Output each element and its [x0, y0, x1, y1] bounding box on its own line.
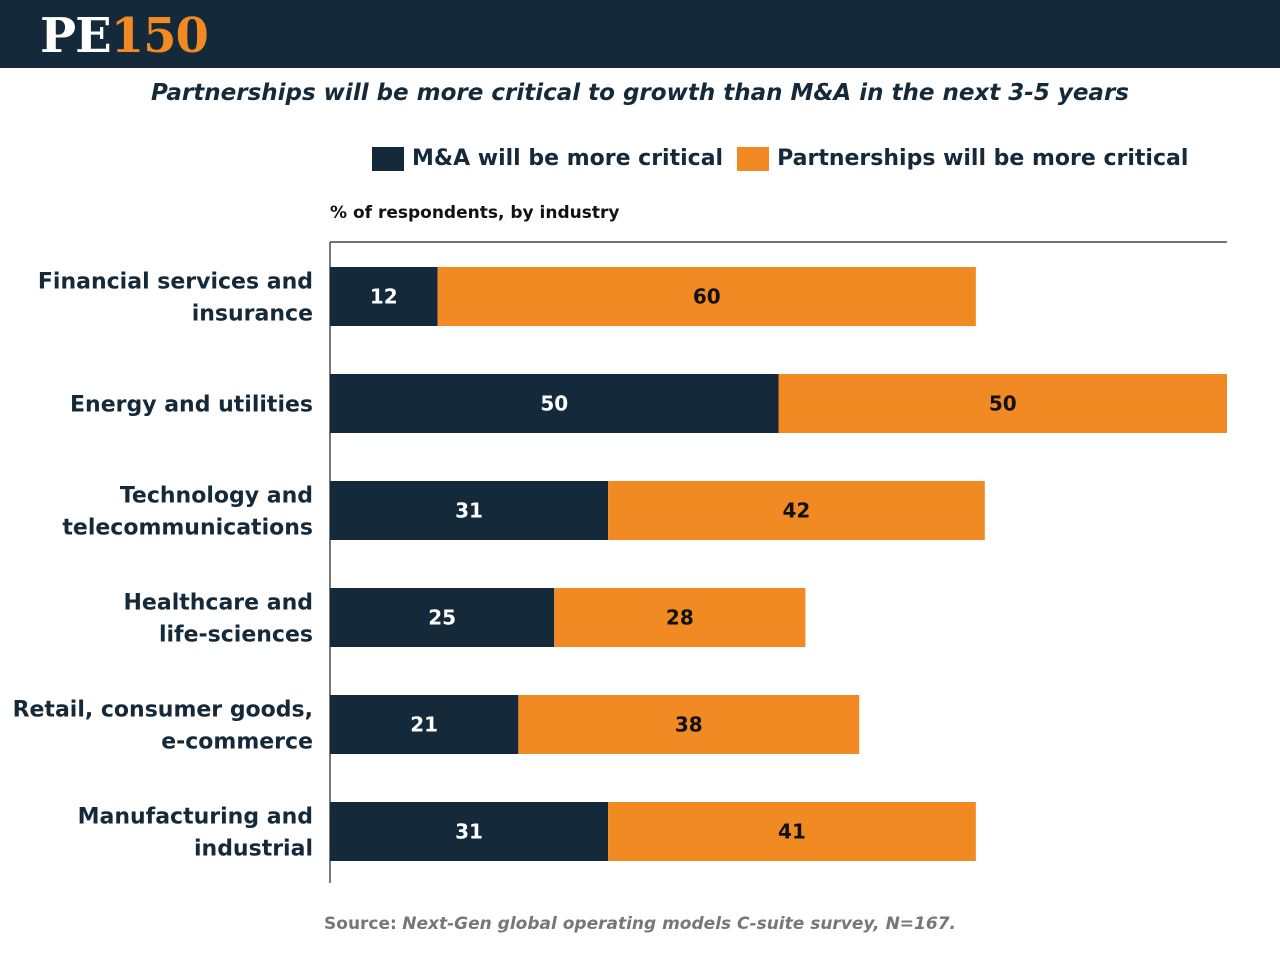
data-label-ma: 21	[410, 713, 438, 737]
bar-partnerships	[437, 267, 976, 326]
category-label-line: industrial	[194, 837, 313, 862]
category-label: Retail, consumer goods, e-commerce	[13, 698, 313, 755]
category-label: Technology and telecommunications	[62, 484, 313, 541]
header-bar: PE150	[0, 0, 1280, 68]
bar-ma	[330, 695, 519, 754]
legend-swatch-ma	[372, 146, 404, 171]
bar-partnerships	[518, 695, 860, 754]
category-label: Financial services and insurance	[38, 270, 313, 327]
data-label-partnerships: 60	[693, 285, 721, 309]
category-label-line: telecommunications	[62, 516, 313, 541]
legend-label-partnerships: Partnerships will be more critical	[777, 146, 1189, 171]
bar-ma	[330, 802, 609, 861]
data-label-partnerships: 38	[675, 713, 703, 737]
category-label: Healthcare and life-sciences	[124, 591, 313, 648]
data-label-partnerships: 28	[666, 606, 694, 630]
category-label-line: life-sciences	[159, 623, 313, 648]
source-text: Next-Gen global operating models C-suite…	[402, 914, 956, 934]
legend-label-ma: M&A will be more critical	[412, 146, 724, 171]
category-label-line: insurance	[192, 302, 313, 327]
source-label: Source:	[324, 914, 397, 934]
bar-ma	[330, 588, 555, 647]
category-label-line: Energy and utilities	[70, 393, 313, 418]
category-label-line: e-commerce	[161, 730, 313, 755]
legend-item-ma: M&A will be more critical	[372, 146, 723, 171]
bar-partnerships	[608, 802, 976, 861]
legend-item-partnerships: Partnerships will be more critical	[737, 146, 1188, 171]
bar-partnerships	[608, 481, 985, 540]
pe150-logo: PE150	[40, 8, 209, 64]
bar-partnerships	[554, 588, 806, 647]
bar-ma	[330, 374, 779, 433]
data-label-partnerships: 42	[783, 499, 811, 523]
data-label-ma: 12	[370, 285, 398, 309]
logo-number: 150	[110, 8, 209, 64]
x-axis-caption: % of respondents, by industry	[330, 203, 620, 223]
category-label-line: Financial services and	[38, 270, 313, 295]
chart-title: Partnerships will be more critical to gr…	[151, 80, 1129, 106]
category-label-line: Manufacturing and	[78, 805, 313, 830]
category-label-line: Retail, consumer goods,	[13, 698, 313, 723]
legend-swatch-partnerships	[737, 146, 770, 171]
category-label-line: Healthcare and	[124, 591, 313, 616]
bar-partnerships	[778, 374, 1227, 433]
data-label-ma: 25	[428, 606, 456, 630]
category-label: Manufacturing and industrial	[78, 805, 313, 862]
data-label-ma: 50	[540, 392, 568, 416]
logo-pe: PE	[40, 8, 112, 64]
bar-ma	[330, 481, 609, 540]
chart-legend: M&A will be more critical Partnerships w…	[372, 146, 1202, 171]
bar-ma	[330, 267, 438, 326]
category-label: Energy and utilities	[70, 393, 313, 418]
data-label-partnerships: 50	[989, 392, 1017, 416]
category-label-line: Technology and	[120, 484, 313, 509]
source-note: Source: Next-Gen global operating models…	[0, 914, 1280, 934]
data-label-ma: 31	[455, 820, 483, 844]
data-label-ma: 31	[455, 499, 483, 523]
data-label-partnerships: 41	[778, 820, 806, 844]
